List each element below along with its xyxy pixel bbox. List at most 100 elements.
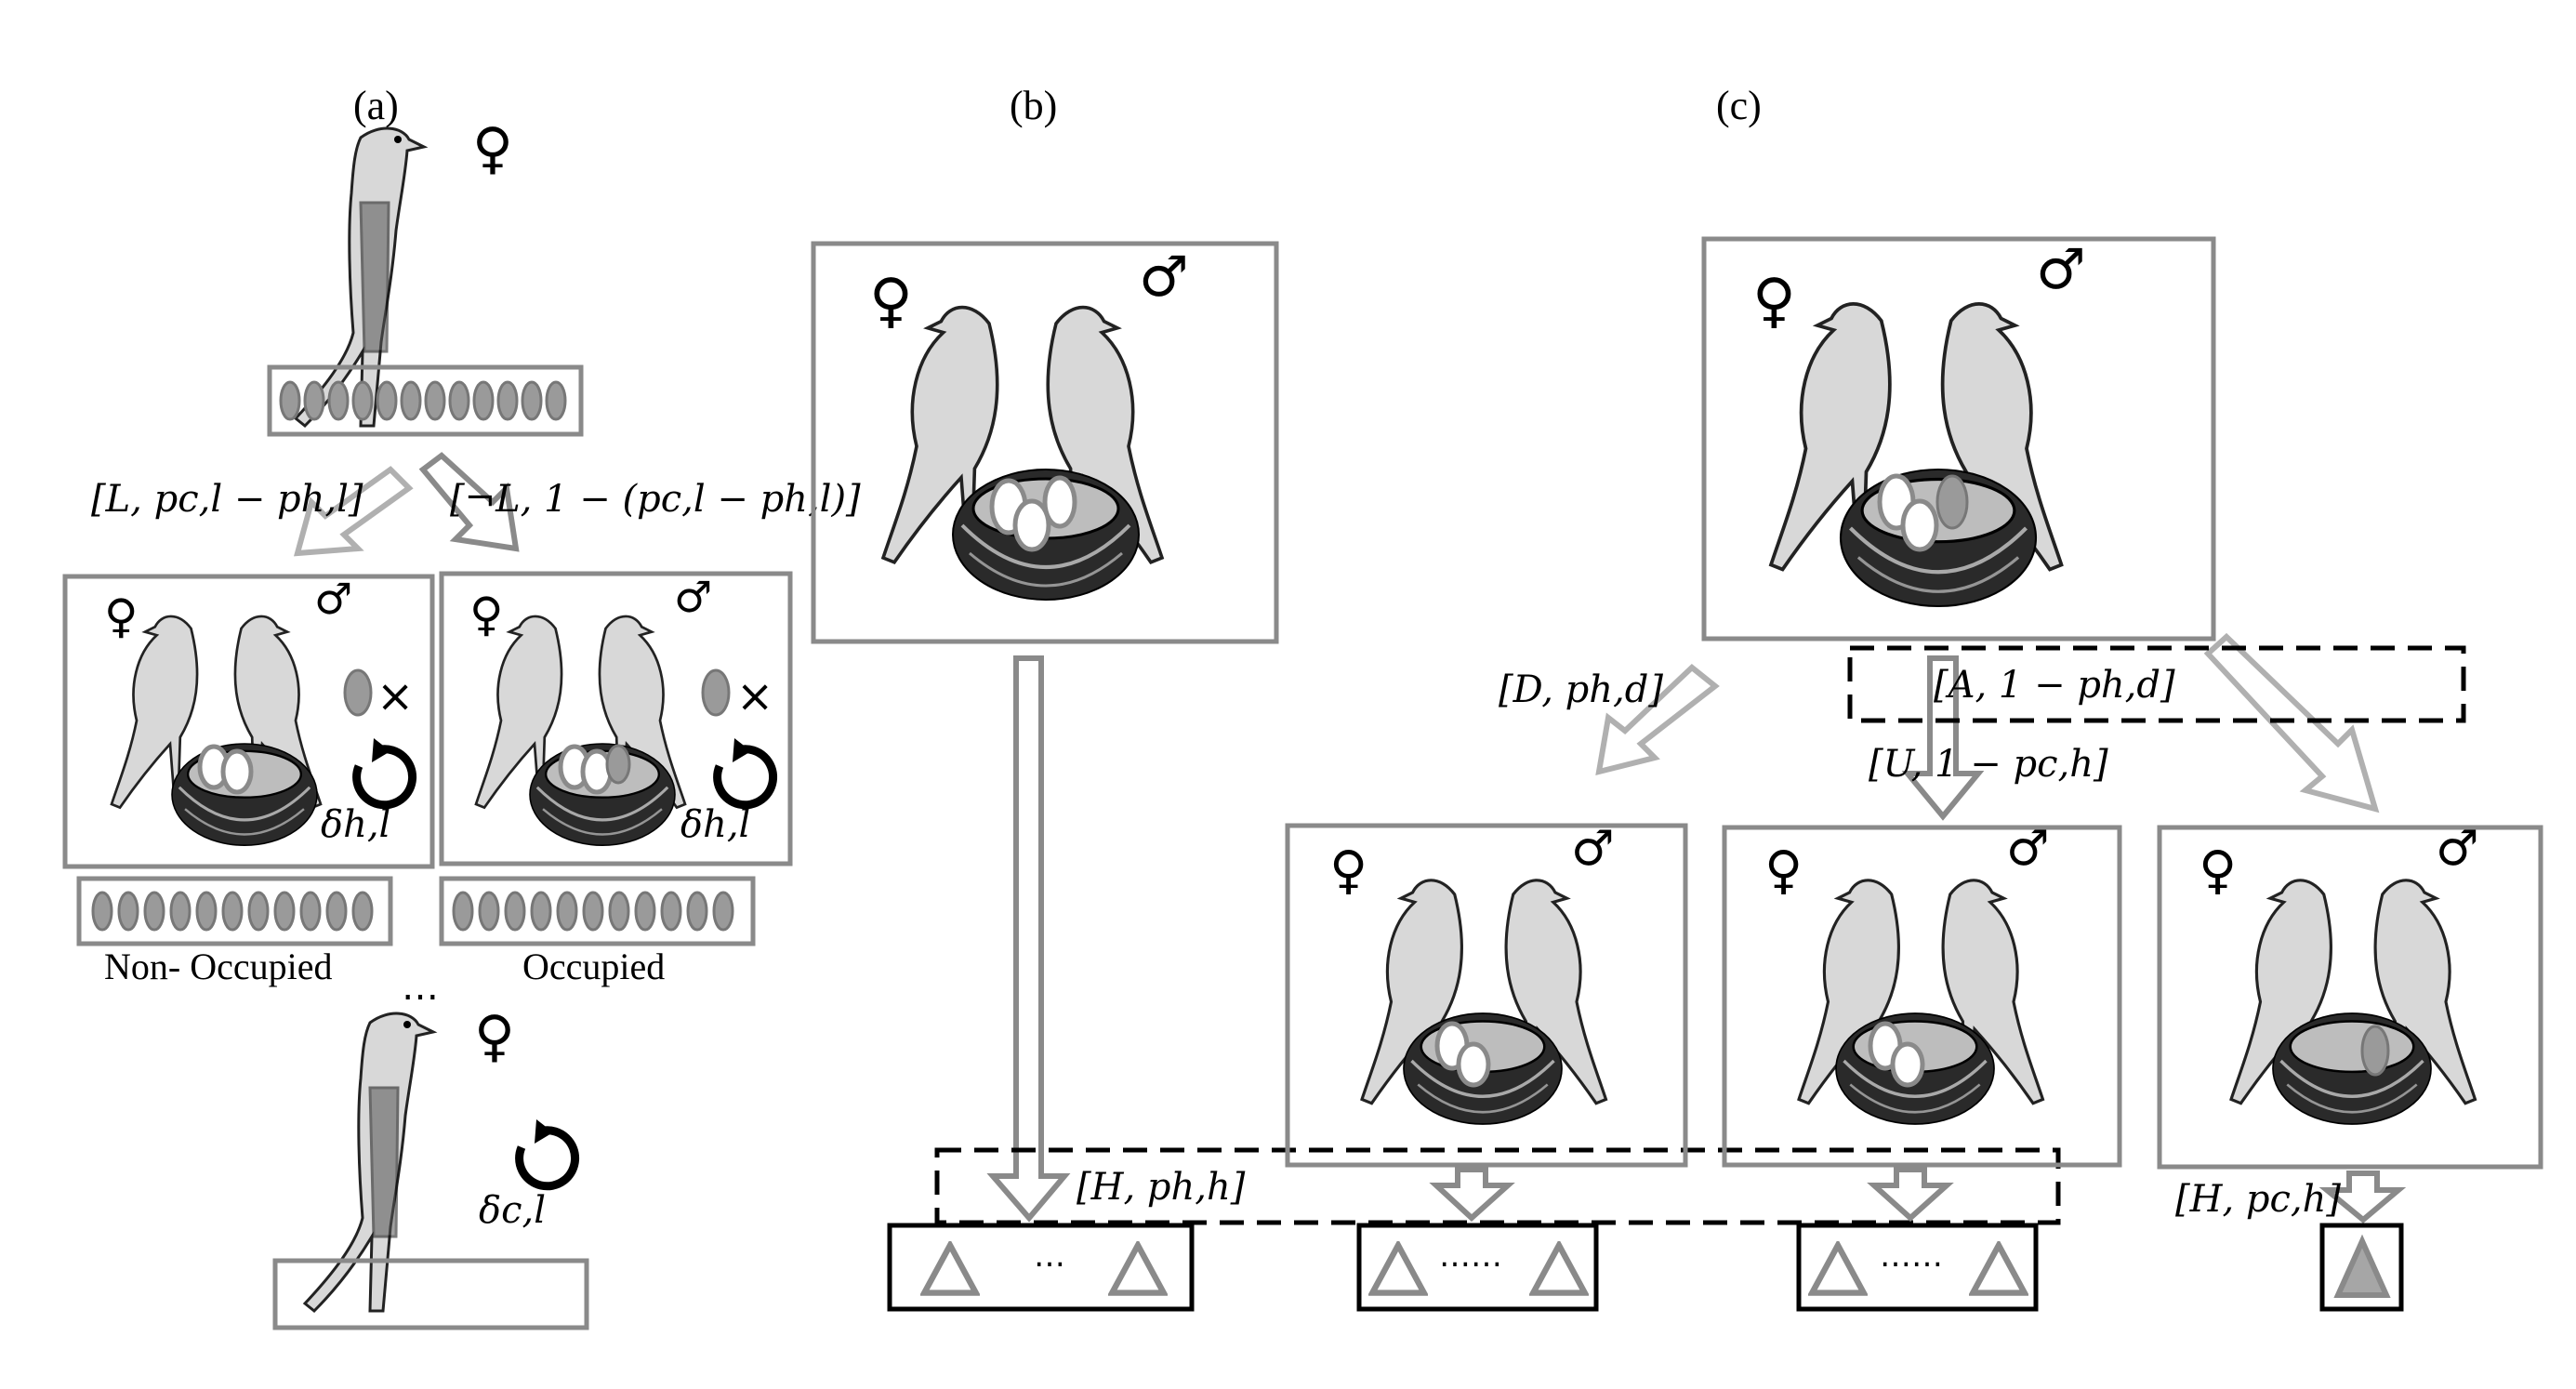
egg <box>634 891 656 932</box>
egg <box>143 891 165 932</box>
egg <box>582 891 604 932</box>
edge-label-u: [U, 1 − pc,h] <box>1869 743 2108 786</box>
egg <box>247 891 270 932</box>
egg <box>169 891 192 932</box>
egg <box>343 668 373 717</box>
cuckoo-bird <box>303 1012 435 1313</box>
egg <box>376 380 398 421</box>
egg <box>1900 498 1939 552</box>
egg <box>530 891 552 932</box>
host-egg-box-left <box>76 876 393 946</box>
host-nest-box-c <box>1701 236 2216 642</box>
female-icon: ♀ <box>1752 267 1796 336</box>
triangle-offspring <box>2333 1234 2391 1298</box>
host-nest-box-d <box>1285 823 1688 1168</box>
male-icon: ♂ <box>314 574 352 624</box>
occupied-nest-box <box>439 571 793 866</box>
egg <box>545 380 567 421</box>
female-icon: ♀ <box>104 589 139 643</box>
egg <box>496 380 519 421</box>
egg <box>351 891 374 932</box>
triangle-offspring <box>1812 1245 1863 1292</box>
egg <box>325 891 348 932</box>
down-arrow-u <box>1867 1167 1954 1223</box>
female-icon: ♀ <box>474 1004 515 1069</box>
edge-label-not-l: [¬L, 1 − (pc,l − ph,l)] <box>450 478 861 521</box>
male-icon: ♂ <box>2006 821 2050 877</box>
female-icon: ♀ <box>472 116 513 181</box>
ellipsis: …… <box>1880 1237 1943 1275</box>
cuckoo-egg <box>605 744 631 785</box>
non-occupied-nest-box <box>62 574 435 869</box>
edge-label-h-host: [H, ph,h] <box>1077 1166 1246 1209</box>
male-icon: ♂ <box>1571 821 1615 877</box>
triangle-offspring <box>924 1245 975 1292</box>
edge-label-l: [L, pc,l − ph,l] <box>91 478 363 521</box>
female-icon: ♀ <box>869 267 913 336</box>
offspring-box-cuckoo <box>2319 1223 2404 1312</box>
replay-icon <box>718 738 773 805</box>
egg <box>299 891 322 932</box>
triangle-offspring <box>1533 1245 1584 1292</box>
egg <box>448 380 470 421</box>
delta-c-label: δc,l <box>479 1189 546 1232</box>
offspring-box-b <box>887 1223 1195 1312</box>
egg <box>351 380 374 421</box>
egg <box>712 891 734 932</box>
host-egg-row-left <box>91 891 374 932</box>
triangle-offspring <box>1973 1245 2024 1292</box>
offspring-box-d <box>1356 1223 1599 1312</box>
ellipsis: …… <box>1439 1237 1502 1275</box>
egg <box>701 668 731 717</box>
branch-arrow-left <box>293 466 414 557</box>
hatch-group-box <box>934 1147 2061 1225</box>
triangle-offspring <box>1372 1245 1423 1292</box>
egg <box>556 891 578 932</box>
cuckoo-egg-box <box>267 364 584 437</box>
egg <box>279 380 301 421</box>
male-icon: ♂ <box>1139 245 1189 310</box>
caption-non-occupied: Non- Occupied <box>104 946 332 987</box>
egg <box>220 748 254 795</box>
egg <box>195 891 218 932</box>
delta-h-label: δh,l <box>680 803 750 846</box>
egg <box>424 380 446 421</box>
host-egg-row-right <box>452 891 734 932</box>
egg <box>1890 1041 1925 1088</box>
down-arrow-h-cuckoo <box>2318 1171 2407 1224</box>
host-nest-box-u <box>1722 825 2122 1168</box>
female-icon: ♀ <box>1764 840 1803 901</box>
replay-icon <box>357 738 413 805</box>
ellipsis: … <box>1034 1237 1065 1275</box>
offspring-box-u <box>1796 1223 2039 1312</box>
branch-arrow-d <box>1595 664 1720 776</box>
branch-arrow-u <box>1901 655 1985 821</box>
egg <box>1042 475 1077 529</box>
egg <box>273 891 296 932</box>
egg <box>521 380 543 421</box>
cuckoo-egg <box>2360 1025 2390 1077</box>
empty-egg-box <box>272 1258 589 1330</box>
egg <box>327 380 350 421</box>
egg <box>221 891 244 932</box>
egg <box>478 891 500 932</box>
caption-occupied: Occupied <box>522 946 665 987</box>
egg <box>1012 498 1051 552</box>
edge-label-a: [A, 1 − ph,d] <box>1934 664 2175 707</box>
delta-h-label: δh,l <box>321 803 390 846</box>
host-nest-box-b <box>811 241 1279 644</box>
down-arrow-d <box>1429 1167 1515 1223</box>
egg <box>400 380 422 421</box>
panel-label-b: (b) <box>1010 83 1057 128</box>
egg <box>472 380 495 421</box>
egg <box>608 891 630 932</box>
nest <box>2271 1012 2433 1126</box>
edge-label-h-cuckoo: [H, pc,h] <box>2175 1178 2341 1221</box>
edge-label-d: [D, ph,d] <box>1499 668 1663 711</box>
ellipsis: … <box>402 966 439 1009</box>
egg <box>91 891 113 932</box>
down-arrow-b <box>986 655 1071 1223</box>
triangle-offspring <box>1112 1245 1163 1292</box>
panel-label-c: (c) <box>1716 83 1762 128</box>
